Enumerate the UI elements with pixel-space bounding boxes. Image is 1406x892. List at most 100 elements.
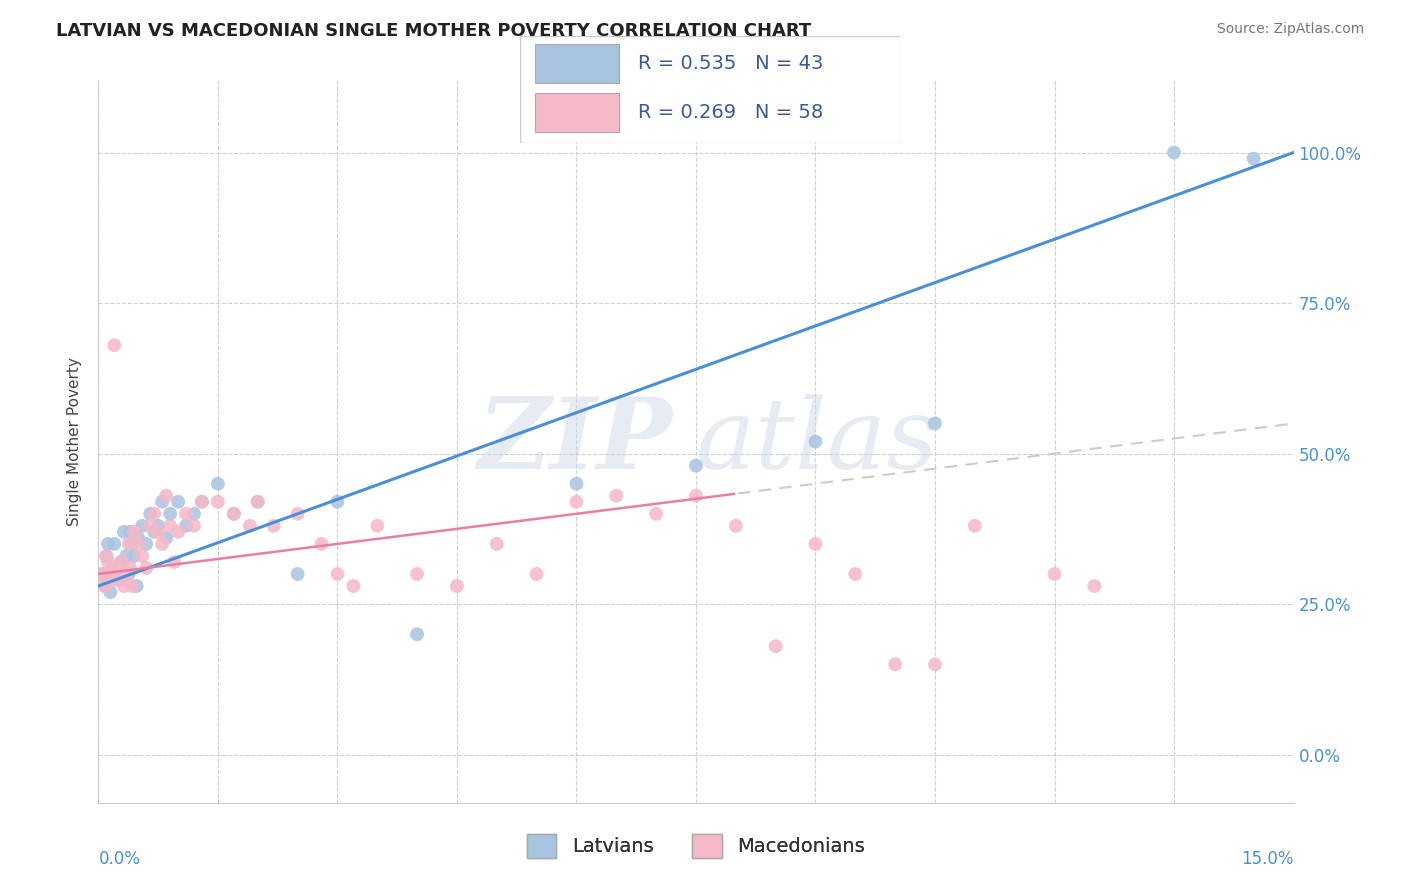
Point (139, 518, 162, 533)
Point (311, 537, 333, 551)
Point (155, 531, 177, 545)
Text: 15.0%: 15.0% (1241, 850, 1294, 868)
Point (342, 579, 364, 593)
Point (565, 494, 588, 508)
Point (366, 518, 388, 533)
Point (159, 507, 181, 521)
FancyBboxPatch shape (520, 36, 900, 143)
Y-axis label: Single Mother Poverty: Single Mother Poverty (67, 357, 83, 526)
Point (112, 579, 135, 593)
Point (446, 579, 468, 593)
Point (1243, 152, 1265, 166)
Point (121, 537, 143, 551)
Point (148, 524, 170, 539)
Bar (536, 94, 619, 132)
Point (101, 561, 124, 575)
Point (118, 567, 141, 582)
Text: 0.0%: 0.0% (98, 850, 141, 868)
Point (115, 549, 138, 563)
Point (155, 489, 177, 503)
Point (526, 567, 548, 582)
Point (724, 518, 747, 533)
Point (159, 518, 181, 533)
Text: atlas: atlas (696, 394, 939, 489)
Point (263, 518, 285, 533)
Point (326, 494, 349, 508)
Legend: Latvians, Macedonians: Latvians, Macedonians (519, 826, 873, 865)
Point (118, 537, 141, 551)
Point (98, 585, 122, 599)
Point (163, 555, 186, 569)
Point (97, 537, 120, 551)
Point (287, 507, 309, 521)
Point (326, 567, 349, 582)
Point (111, 561, 134, 575)
Point (150, 494, 173, 508)
Point (804, 537, 827, 551)
Point (183, 507, 205, 521)
Point (924, 417, 946, 431)
Point (963, 518, 986, 533)
Point (135, 537, 157, 551)
Point (246, 494, 269, 508)
Point (125, 579, 148, 593)
Point (139, 507, 162, 521)
Point (127, 537, 149, 551)
Point (222, 507, 245, 521)
Point (143, 507, 166, 521)
Point (104, 567, 127, 582)
Point (167, 494, 190, 508)
Bar (536, 45, 619, 83)
Point (605, 489, 627, 503)
Point (239, 518, 262, 533)
Point (174, 518, 197, 533)
Point (131, 549, 153, 563)
Point (1043, 567, 1066, 582)
Point (143, 524, 166, 539)
Point (174, 507, 197, 521)
Point (103, 537, 125, 551)
Point (485, 537, 508, 551)
Point (96, 549, 118, 563)
Point (884, 657, 907, 672)
Point (844, 567, 866, 582)
Text: ZIP: ZIP (477, 393, 672, 490)
Point (167, 524, 190, 539)
Point (406, 567, 429, 582)
Point (112, 524, 135, 539)
Point (107, 573, 129, 587)
Point (127, 531, 149, 545)
Point (406, 627, 429, 641)
Point (103, 338, 125, 352)
Text: LATVIAN VS MACEDONIAN SINGLE MOTHER POVERTY CORRELATION CHART: LATVIAN VS MACEDONIAN SINGLE MOTHER POVE… (56, 22, 811, 40)
Point (110, 555, 132, 569)
Point (150, 537, 173, 551)
Point (124, 549, 146, 563)
Point (91, 567, 114, 582)
Point (97, 555, 120, 569)
Point (135, 561, 157, 575)
Point (121, 579, 143, 593)
Point (246, 494, 269, 508)
Point (207, 476, 229, 491)
Point (131, 518, 153, 533)
Point (111, 555, 134, 569)
Point (685, 458, 707, 473)
Point (101, 573, 124, 587)
Point (1163, 145, 1185, 160)
Point (104, 561, 127, 575)
Point (115, 567, 138, 582)
Point (765, 639, 787, 653)
Point (191, 494, 214, 508)
Point (91, 567, 114, 582)
Point (96, 549, 118, 563)
Point (207, 494, 229, 508)
Point (565, 476, 588, 491)
Point (222, 507, 245, 521)
Point (191, 494, 214, 508)
Point (94, 579, 117, 593)
Point (804, 434, 827, 449)
Text: R = 0.269   N = 58: R = 0.269 N = 58 (638, 103, 823, 122)
Point (120, 561, 142, 575)
Point (98, 567, 122, 582)
